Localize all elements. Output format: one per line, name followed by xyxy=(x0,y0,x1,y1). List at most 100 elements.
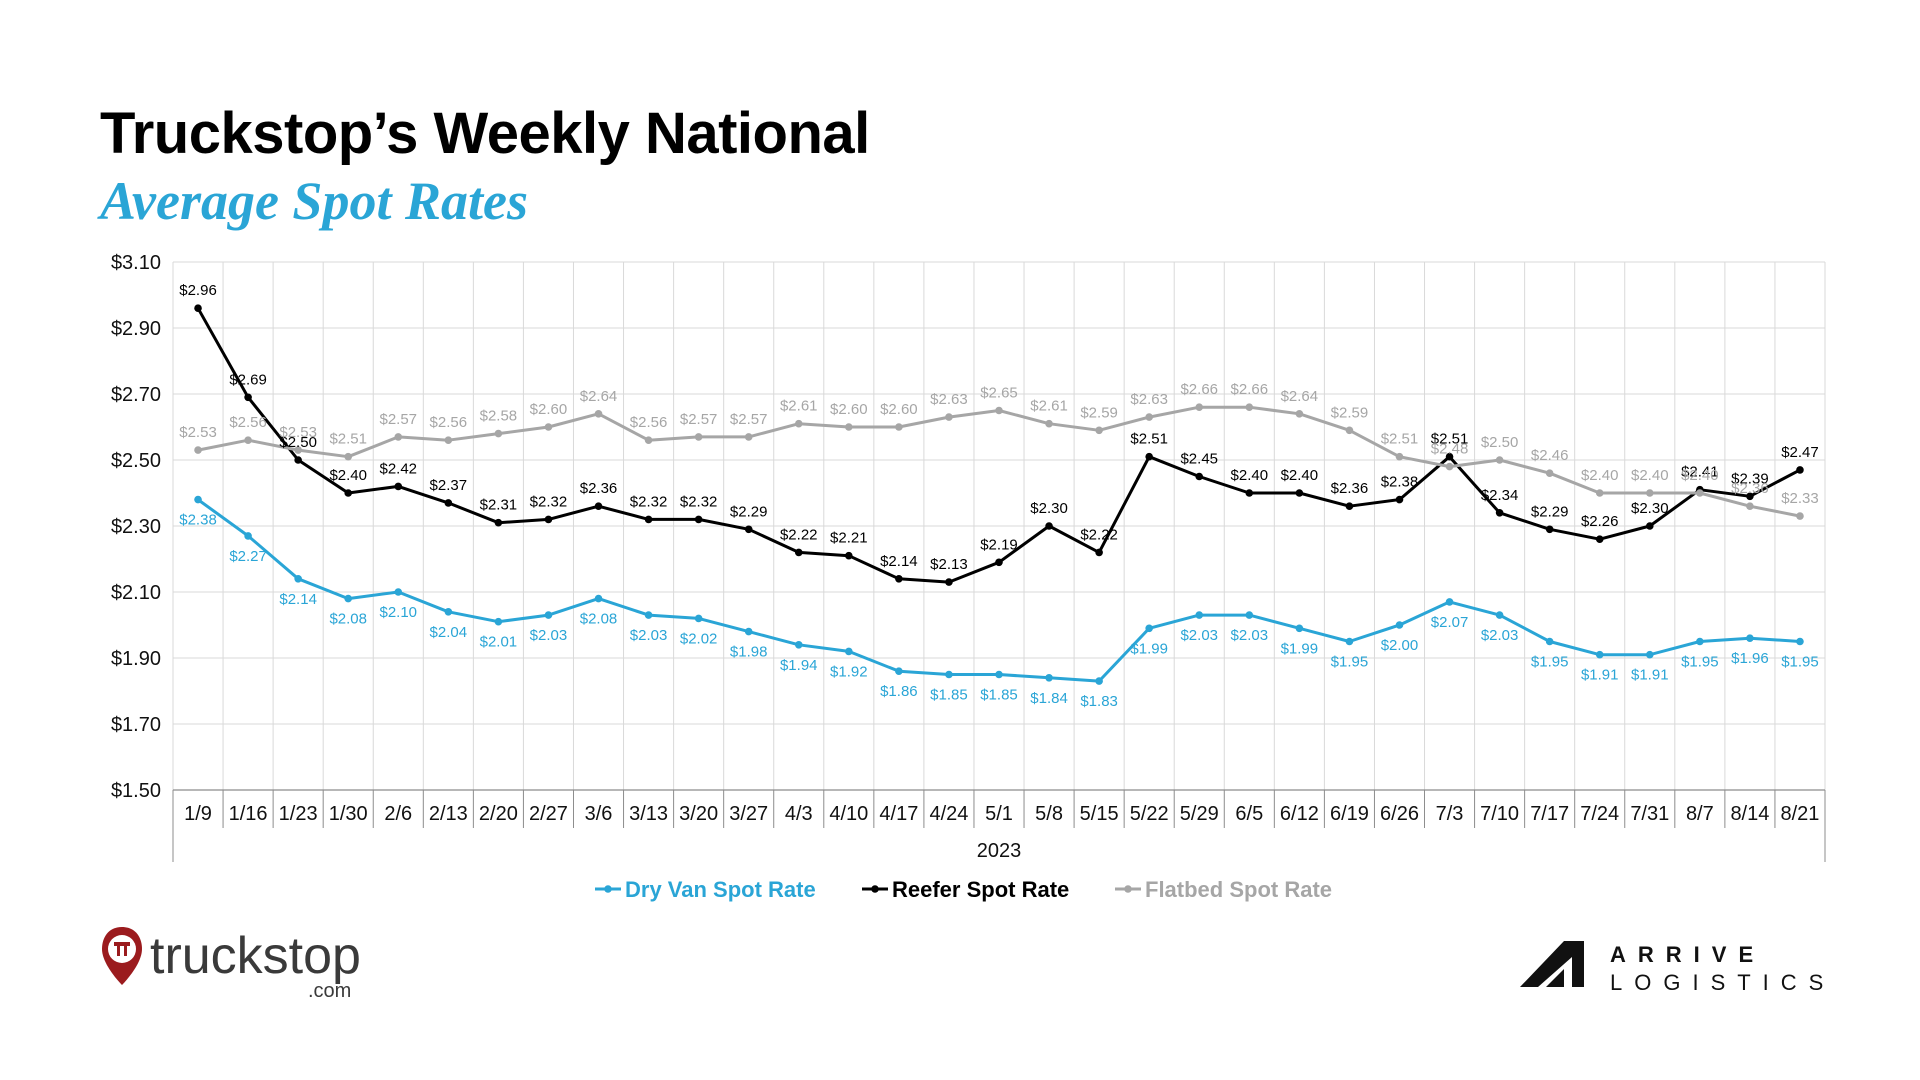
data-point xyxy=(1295,624,1304,633)
data-label: $1.98 xyxy=(730,644,768,661)
data-label: $2.29 xyxy=(730,503,768,520)
x-axis-label: 2023 xyxy=(977,840,1022,862)
data-point xyxy=(544,611,553,619)
y-tick-label: $1.70 xyxy=(111,714,161,736)
y-tick-label: $3.10 xyxy=(111,252,161,274)
data-point xyxy=(1696,637,1704,646)
data-point xyxy=(1195,403,1204,412)
data-point xyxy=(494,429,503,438)
data-label: $2.41 xyxy=(1681,464,1719,481)
data-label: $2.56 xyxy=(630,414,668,431)
x-tick-label: 7/17 xyxy=(1530,803,1569,825)
data-point xyxy=(444,499,453,507)
x-tick-label: 2/13 xyxy=(429,803,468,825)
data-label: $1.95 xyxy=(1681,654,1719,671)
arrive-logo-line1: ARRIVE xyxy=(1610,942,1765,967)
data-label: $2.57 xyxy=(680,411,718,428)
data-point xyxy=(1645,489,1654,497)
data-point xyxy=(294,456,302,464)
data-point xyxy=(895,575,903,583)
data-label: $1.83 xyxy=(1080,693,1118,710)
data-label: $2.34 xyxy=(1481,487,1519,504)
data-point xyxy=(1445,462,1454,471)
data-label: $2.30 xyxy=(1631,500,1669,517)
data-label: $2.03 xyxy=(630,627,668,644)
data-label: $2.69 xyxy=(229,371,267,388)
data-point xyxy=(1645,650,1654,659)
data-point xyxy=(594,594,603,603)
x-tick-label: 3/27 xyxy=(729,803,768,825)
data-point xyxy=(1145,624,1153,633)
data-point xyxy=(895,423,903,431)
truckstop-logo-sub: .com xyxy=(308,980,351,1002)
data-label: $2.01 xyxy=(480,634,518,651)
x-tick-label: 8/7 xyxy=(1686,803,1714,825)
data-label: $2.03 xyxy=(1481,627,1519,644)
data-label: $2.53 xyxy=(279,424,317,441)
data-point xyxy=(294,446,302,454)
data-point xyxy=(845,647,853,656)
arrive-logistics-logo: ARRIVE LOGISTICS xyxy=(1520,941,1823,995)
data-point xyxy=(1545,637,1554,646)
data-point xyxy=(344,489,353,497)
data-point xyxy=(995,406,1003,415)
data-label: $2.04 xyxy=(430,624,468,641)
data-point xyxy=(1595,489,1604,497)
data-point xyxy=(995,670,1003,679)
data-label: $2.51 xyxy=(1431,431,1469,448)
x-tick-label: 6/26 xyxy=(1380,803,1419,825)
data-label: $2.40 xyxy=(1281,467,1319,484)
arrive-mark-icon xyxy=(1520,941,1584,987)
x-tick-label: 6/5 xyxy=(1235,803,1263,825)
data-point xyxy=(1095,677,1103,685)
data-label: $2.07 xyxy=(1431,614,1469,631)
legend-swatch-marker xyxy=(871,885,879,893)
data-point xyxy=(694,433,703,441)
chart-grid xyxy=(172,261,1826,791)
x-tick-label: 7/24 xyxy=(1580,803,1619,825)
y-tick-label: $2.10 xyxy=(111,582,161,604)
data-label: $2.22 xyxy=(780,526,818,543)
legend-item: Flatbed Spot Rate xyxy=(1115,877,1332,902)
data-point xyxy=(995,558,1003,567)
data-label: $2.02 xyxy=(680,630,718,647)
data-label: $2.59 xyxy=(1080,404,1118,421)
data-label: $1.92 xyxy=(830,663,868,680)
data-label: $2.61 xyxy=(780,398,818,415)
x-tick-label: 4/3 xyxy=(785,803,813,825)
data-label: $2.56 xyxy=(229,414,267,431)
data-point xyxy=(1245,403,1254,412)
data-point xyxy=(1245,611,1254,619)
data-point xyxy=(1746,634,1754,642)
data-label: $2.96 xyxy=(179,282,217,299)
data-point xyxy=(1395,452,1404,461)
data-point xyxy=(1195,611,1204,619)
x-tick-label: 4/24 xyxy=(929,803,968,825)
data-label: $2.31 xyxy=(480,497,518,514)
series-flatbed-spot-rate xyxy=(194,403,1804,520)
data-point xyxy=(544,423,553,431)
y-tick-label: $2.50 xyxy=(111,450,161,472)
y-tick-label: $2.90 xyxy=(111,318,161,340)
chart-title: Truckstop’s Weekly National xyxy=(100,101,870,166)
data-label: $2.32 xyxy=(530,493,568,510)
data-label: $2.63 xyxy=(1130,391,1168,408)
data-label: $1.86 xyxy=(880,683,918,700)
data-label: $2.36 xyxy=(1331,480,1369,497)
x-tick-label: 6/12 xyxy=(1280,803,1319,825)
data-label: $2.26 xyxy=(1581,513,1619,530)
data-point xyxy=(694,515,703,524)
data-point xyxy=(1696,489,1704,497)
data-point xyxy=(1495,611,1504,619)
data-label: $2.64 xyxy=(1281,388,1319,405)
data-label: $2.32 xyxy=(630,493,668,510)
x-tick-label: 8/14 xyxy=(1730,803,1769,825)
data-point xyxy=(1445,598,1454,606)
legend-swatch-marker xyxy=(604,885,612,893)
data-label: $1.85 xyxy=(930,687,968,704)
data-label: $2.32 xyxy=(680,493,718,510)
data-label: $2.47 xyxy=(1781,444,1819,461)
data-label: $2.58 xyxy=(480,408,518,425)
series-reefer-spot-rate xyxy=(194,304,1804,586)
